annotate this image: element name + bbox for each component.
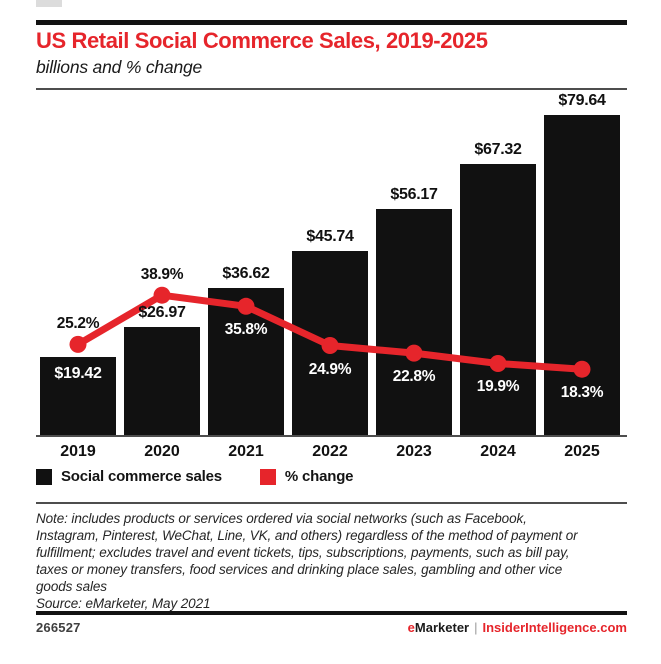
chart-area: $19.42 25.2% 2019 $26.97 38.9% 2020 $36.62 35.8… [36,92,627,460]
line-marker-2021 [237,297,255,315]
bar-2023 [376,209,452,435]
pct-change-line [69,286,591,378]
line-marker-2023 [405,344,423,362]
legend-item-pct-change: % change [259,468,354,485]
brand-site: InsiderIntelligence.com [482,620,628,635]
x-axis-label-2023: 2023 [396,443,432,460]
note-line: goods sales [36,579,107,594]
x-axis-label-2025: 2025 [564,443,600,460]
pct-change-label-2025: 18.3% [560,384,604,402]
note-line: fulfillment; excludes travel and event t… [36,545,570,560]
legend-label: Social commerce sales [61,468,222,485]
line-marker-2020 [153,286,171,304]
pct-change-label-2020: 38.9% [140,266,184,284]
pct-change-label-2024: 19.9% [476,378,520,396]
note-line: taxes or money transfers, food services … [36,562,563,577]
line-marker-2025 [573,360,591,378]
brand-e: e [407,620,415,635]
source-line: Source: eMarketer, May 2021 [36,596,211,611]
x-axis-line [36,435,627,437]
page-subtitle: billions and % change [36,57,203,77]
bar-2025 [544,115,620,435]
pct-change-label-2022: 24.9% [308,360,352,378]
red-square-swatch-icon [259,468,276,485]
pct-change-label-2021: 35.8% [224,321,268,339]
x-axis-label-2021: 2021 [228,443,264,460]
bar-value-label-2022: $45.74 [306,228,354,245]
line-marker-2019 [69,335,87,353]
x-axis-label-2019: 2019 [60,443,96,460]
pct-change-label-2019: 25.2% [56,315,100,333]
bar-value-label-2019: $19.42 [54,365,102,382]
header-divider [36,88,627,90]
page-title: US Retail Social Commerce Sales, 2019-20… [36,28,488,53]
legend-label: % change [284,468,354,485]
legend-item-social-commerce-sales: Social commerce sales [36,468,222,485]
bar-value-label-2020: $26.97 [138,304,186,321]
bar-value-label-2024: $67.32 [474,141,522,158]
line-marker-2022 [321,337,339,354]
pct-change-label-2023: 22.8% [392,368,436,386]
brand-attribution: eMarketer | InsiderIntelligence.com [408,620,627,635]
bar-value-label-2023: $56.17 [390,186,438,203]
brand-separator: | [474,620,478,635]
screenshot-crop-artifact [36,0,62,7]
x-axis-label-2024: 2024 [480,443,516,460]
bar-2020 [124,327,200,435]
bar-2024 [460,164,536,435]
bar-2019 [40,357,116,435]
line-marker-2024 [489,355,507,372]
footer: 266527 eMarketer | InsiderIntelligence.com [36,620,627,635]
bottom-rule [36,611,627,615]
note-line: Instagram, Pinterest, WeChat, Line, VK, … [36,528,578,543]
note-line: Note: includes products or services orde… [36,511,527,526]
bar-value-label-2021: $36.62 [222,265,270,282]
chart-legend: Social commerce sales % change [36,468,627,485]
bar-value-label-2025: $79.64 [558,92,606,109]
chart-id: 266527 [36,620,81,635]
brand-marketer: Marketer [414,620,470,635]
x-axis-label-2020: 2020 [144,443,180,460]
chart-note: Note: includes products or services orde… [36,510,630,612]
x-axis-label-2022: 2022 [312,443,348,460]
black-square-swatch-icon [36,468,52,485]
top-rule [36,20,627,25]
legend-divider [36,502,627,504]
